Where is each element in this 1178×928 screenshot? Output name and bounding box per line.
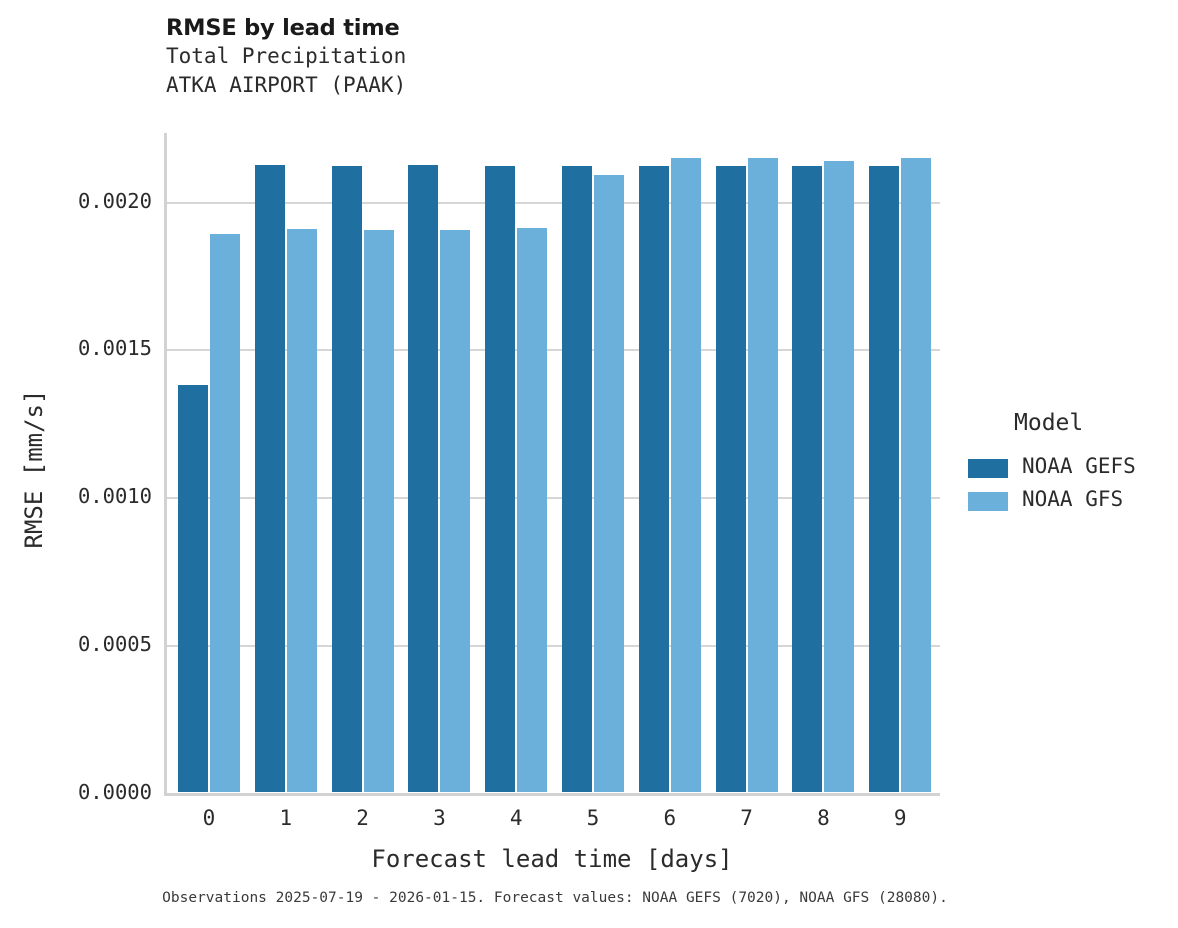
gridline	[167, 349, 940, 352]
bar-noaa-gfs-lead-7	[747, 158, 778, 792]
gridline	[167, 201, 940, 204]
y-tick-label: 0.0005	[77, 632, 152, 657]
bar-noaa-gefs-lead-1	[254, 165, 285, 792]
bar-noaa-gefs-lead-3	[408, 165, 439, 792]
bar-noaa-gfs-lead-2	[363, 230, 394, 792]
bar-noaa-gefs-lead-9	[869, 166, 900, 792]
x-tick-label-9: 9	[893, 806, 907, 830]
bar-noaa-gefs-lead-6	[638, 166, 669, 792]
bar-noaa-gfs-lead-4	[517, 228, 548, 792]
x-tick-label-5: 5	[586, 806, 600, 830]
x-tick-label-2: 2	[356, 806, 369, 830]
y-axis-spine	[164, 133, 167, 795]
bar-noaa-gefs-lead-4	[485, 165, 516, 792]
title-block: RMSE by lead time Total Precipitation AT…	[166, 14, 926, 100]
bar-noaa-gefs-lead-7	[715, 166, 746, 792]
footnote: Observations 2025-07-19 - 2026-01-15. Fo…	[162, 890, 948, 906]
y-axis-title: RMSE [mm/s]	[20, 389, 48, 549]
gridline	[167, 645, 940, 648]
x-tick-label-0: 0	[202, 806, 216, 830]
bar-noaa-gfs-lead-0	[210, 233, 240, 792]
x-tick-label-8: 8	[817, 806, 830, 830]
y-tick-label: 0.0015	[77, 336, 152, 361]
bar-noaa-gefs-lead-8	[792, 166, 823, 792]
page-title: RMSE by lead time	[166, 15, 400, 41]
bar-noaa-gfs-lead-1	[286, 229, 317, 792]
legend-label: NOAA GFS	[1022, 487, 1124, 511]
bar-noaa-gfs-lead-8	[824, 160, 855, 792]
x-tick-label-4: 4	[509, 806, 523, 830]
x-tick-label-3: 3	[433, 806, 446, 830]
bar-noaa-gfs-lead-3	[440, 230, 471, 792]
bar-noaa-gfs-lead-6	[670, 158, 701, 792]
legend-swatch-icon	[968, 492, 1008, 511]
bar-noaa-gfs-lead-9	[901, 157, 932, 792]
legend-title: Model	[1014, 410, 1084, 436]
gridline	[167, 497, 940, 500]
y-tick-label: 0.0010	[77, 484, 152, 509]
x-tick-label-6: 6	[663, 806, 677, 830]
x-tick-label-1: 1	[279, 806, 293, 830]
chart-subtitle-variable: Total Precipitation	[166, 44, 407, 68]
bar-noaa-gefs-lead-2	[331, 165, 362, 792]
chart-subtitle-station: ATKA AIRPORT (PAAK)	[166, 73, 407, 97]
y-tick-label: 0.0000	[77, 780, 152, 804]
y-tick-label: 0.0020	[77, 188, 152, 213]
legend-swatch-icon	[968, 459, 1008, 478]
x-axis-spine	[164, 793, 940, 796]
bar-noaa-gefs-lead-0	[178, 385, 208, 792]
legend-label: NOAA GEFS	[1022, 454, 1136, 478]
x-axis-title: Forecast lead time [days]	[371, 845, 733, 873]
x-tick-label-7: 7	[740, 806, 753, 830]
bar-noaa-gfs-lead-5	[594, 174, 624, 792]
bar-noaa-gefs-lead-5	[562, 166, 592, 792]
plot-area	[164, 133, 940, 796]
